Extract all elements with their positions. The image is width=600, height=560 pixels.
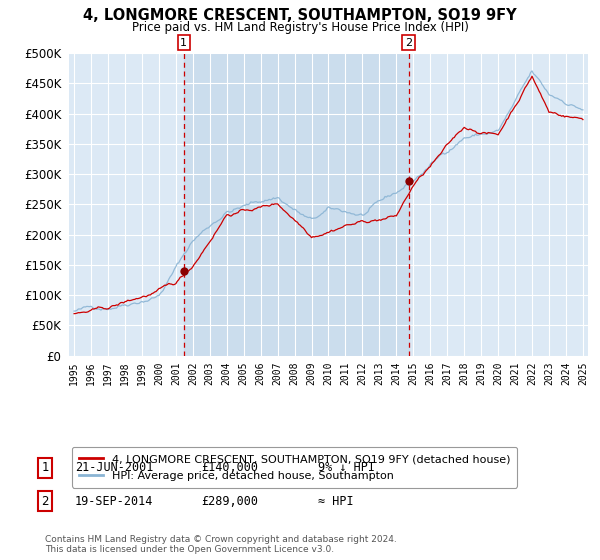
Text: 1: 1 (181, 38, 187, 48)
Text: 9% ↓ HPI: 9% ↓ HPI (318, 461, 375, 474)
Legend: 4, LONGMORE CRESCENT, SOUTHAMPTON, SO19 9FY (detached house), HPI: Average price: 4, LONGMORE CRESCENT, SOUTHAMPTON, SO19 … (72, 447, 517, 488)
Bar (184, 53, 409, 356)
Text: 2: 2 (41, 494, 49, 508)
Text: Price paid vs. HM Land Registry's House Price Index (HPI): Price paid vs. HM Land Registry's House … (131, 21, 469, 34)
Text: 1: 1 (41, 461, 49, 474)
Text: £289,000: £289,000 (201, 494, 258, 508)
Text: ≈ HPI: ≈ HPI (318, 494, 353, 508)
Text: 4, LONGMORE CRESCENT, SOUTHAMPTON, SO19 9FY: 4, LONGMORE CRESCENT, SOUTHAMPTON, SO19 … (83, 8, 517, 24)
Text: 2: 2 (405, 38, 412, 48)
Text: £140,000: £140,000 (201, 461, 258, 474)
Text: 19-SEP-2014: 19-SEP-2014 (75, 494, 154, 508)
Text: 21-JUN-2001: 21-JUN-2001 (75, 461, 154, 474)
Text: Contains HM Land Registry data © Crown copyright and database right 2024.
This d: Contains HM Land Registry data © Crown c… (45, 535, 397, 554)
